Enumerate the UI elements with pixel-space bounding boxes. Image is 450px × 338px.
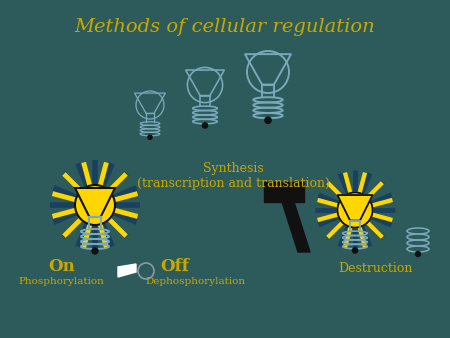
Text: Dephosphorylation: Dephosphorylation [145, 277, 245, 286]
Text: Phosphorylation: Phosphorylation [18, 277, 104, 286]
Text: Destruction: Destruction [338, 262, 412, 275]
Circle shape [202, 123, 207, 128]
Polygon shape [75, 188, 115, 217]
Polygon shape [338, 195, 373, 221]
Text: Methods of cellular regulation: Methods of cellular regulation [75, 18, 375, 36]
Polygon shape [282, 202, 310, 252]
Circle shape [265, 117, 271, 123]
Circle shape [92, 248, 98, 254]
Circle shape [415, 251, 420, 257]
Circle shape [352, 248, 358, 253]
Polygon shape [264, 182, 304, 202]
Text: Synthesis
(transcription and translation): Synthesis (transcription and translation… [136, 162, 329, 190]
Text: On: On [48, 258, 75, 275]
Polygon shape [118, 264, 136, 277]
Circle shape [148, 135, 152, 139]
Circle shape [75, 185, 115, 225]
Circle shape [338, 192, 373, 227]
Text: Off: Off [160, 258, 189, 275]
